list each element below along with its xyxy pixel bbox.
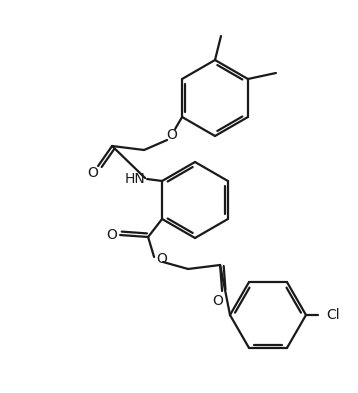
- Text: O: O: [213, 294, 223, 308]
- Text: O: O: [107, 228, 117, 242]
- Text: O: O: [157, 252, 168, 266]
- Text: Cl: Cl: [326, 308, 340, 322]
- Text: O: O: [88, 166, 98, 180]
- Text: O: O: [167, 128, 178, 142]
- Text: HN: HN: [124, 172, 145, 186]
